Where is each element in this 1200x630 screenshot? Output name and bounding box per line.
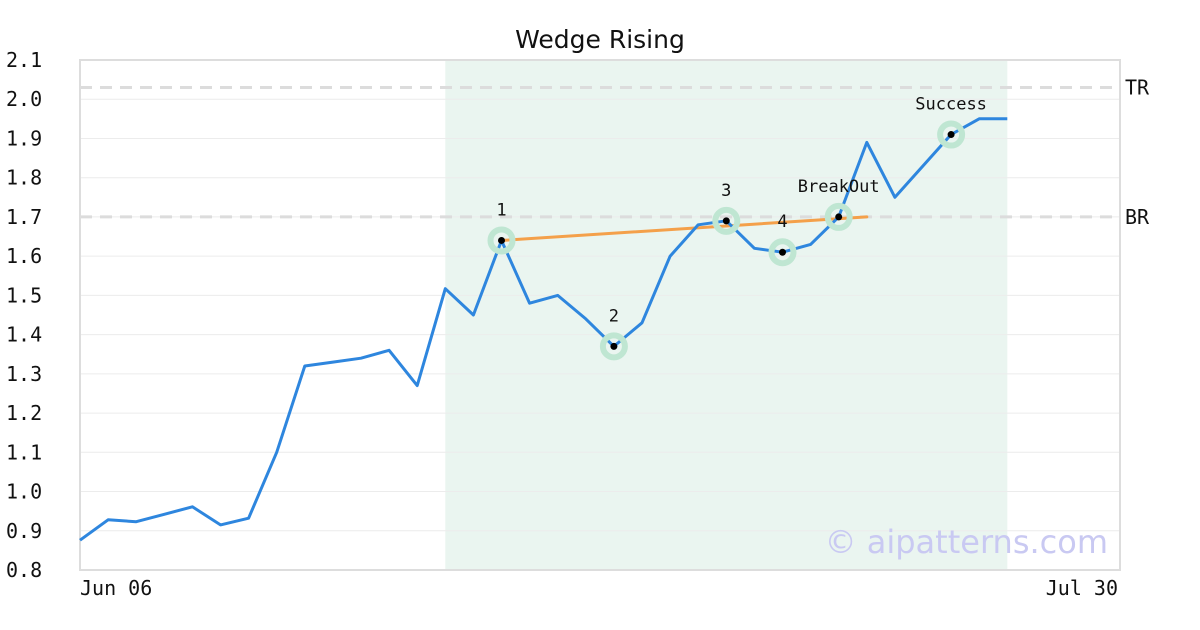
annotation-label: 1 <box>496 200 506 220</box>
pattern-region <box>445 60 1008 570</box>
x-axis-ticks: Jun 06 Jul 30 <box>80 576 1118 600</box>
annotation-label: BreakOut <box>798 177 880 197</box>
annotation-label: 3 <box>721 181 731 201</box>
annotation-label: Success <box>915 95 987 115</box>
level-label: TR <box>1125 75 1150 99</box>
price-series-line <box>79 117 1008 542</box>
trend-line <box>500 215 869 242</box>
y-tick-label: 1.9 <box>6 126 42 150</box>
level-lines-layer: TR BR <box>80 75 1150 229</box>
y-tick-label: 1.3 <box>6 362 42 386</box>
annotation-ring <box>937 120 966 149</box>
y-tick-label: 1.1 <box>6 440 42 464</box>
annotation-label: 4 <box>777 212 787 232</box>
watermark: © aipatterns.com <box>825 523 1108 561</box>
y-tick-label: 1.5 <box>6 283 42 307</box>
y-tick-label: 1.0 <box>6 480 42 504</box>
y-tick-label: 1.7 <box>6 205 42 229</box>
pattern-region-layer <box>445 60 1008 570</box>
annotation-dot <box>498 236 505 244</box>
annotation-ring <box>824 202 853 231</box>
y-tick-label: 1.8 <box>6 166 42 190</box>
annotation-dot <box>779 248 786 256</box>
annotation-ring <box>768 238 797 267</box>
level-label: BR <box>1125 205 1150 229</box>
y-tick-label: 0.9 <box>6 519 42 543</box>
series-layer <box>79 117 1008 542</box>
annotation-ring <box>487 226 516 255</box>
annotation-markers-layer: 1 2 3 4 BreakOut Success <box>487 95 987 361</box>
plot-frame <box>79 59 1121 571</box>
x-tick-label: Jul 30 <box>1046 576 1118 600</box>
annotation-ring <box>712 206 741 235</box>
trend-line-layer <box>500 215 869 242</box>
annotation-label: 2 <box>609 306 619 326</box>
annotation-dot <box>722 217 730 225</box>
annotation-dot <box>835 213 843 221</box>
y-tick-label: 2.1 <box>6 48 42 72</box>
y-tick-label: 1.2 <box>6 401 42 425</box>
chart-title: Wedge Rising <box>515 25 685 54</box>
y-tick-label: 2.0 <box>6 87 42 111</box>
x-tick-label: Jun 06 <box>80 576 152 600</box>
y-axis-ticks: 0.8 0.9 1.0 1.1 1.2 1.3 1.4 1.5 1.6 1.7 1.8 1.9 2.0 2… <box>6 48 42 582</box>
annotation-ring <box>599 332 628 361</box>
y-tick-label: 1.6 <box>6 244 42 268</box>
annotation-dot <box>947 131 955 139</box>
y-tick-label: 1.4 <box>6 323 42 347</box>
y-tick-label: 0.8 <box>6 558 42 582</box>
annotation-dot <box>610 342 618 350</box>
